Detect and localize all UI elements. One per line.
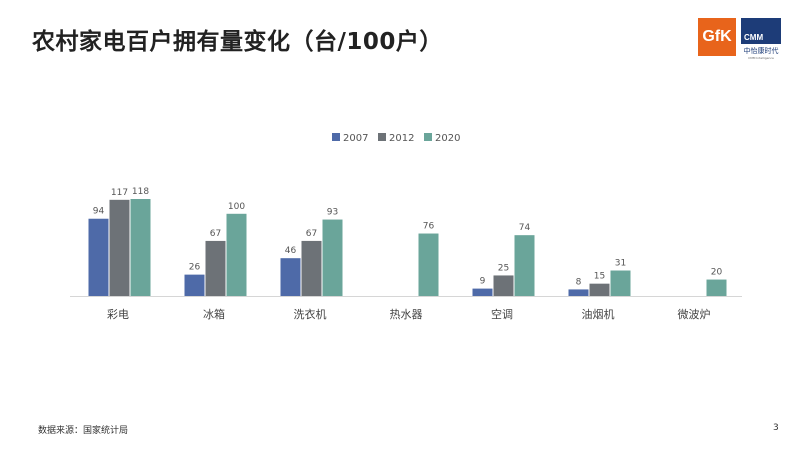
cmm-logo-chinese: 中怡康时代	[743, 47, 779, 55]
bar-2012-油烟机	[589, 283, 610, 296]
x-tick-label-油烟机: 油烟机	[582, 307, 615, 321]
data-label-2020-彩电: 118	[132, 187, 149, 197]
gfk-logo-text: GfK	[702, 28, 732, 45]
data-label-2020-油烟机: 31	[615, 259, 626, 269]
x-tick-label-洗衣机: 洗衣机	[294, 307, 327, 321]
data-label-2020-冰箱: 100	[228, 202, 245, 212]
legend-swatch-2012	[378, 133, 386, 141]
data-label-2012-洗衣机: 67	[306, 229, 317, 239]
bar-2007-空调	[472, 288, 493, 296]
data-label-2020-洗衣机: 93	[327, 208, 338, 218]
data-label-2012-空调: 25	[498, 263, 509, 273]
data-label-2007-洗衣机: 46	[285, 246, 297, 256]
legend-label-2007: 2007	[343, 133, 368, 144]
legend-swatch-2007	[332, 133, 340, 141]
bar-2012-洗衣机	[301, 240, 322, 296]
legend-label-2020: 2020	[435, 133, 460, 144]
x-tick-label-微波炉: 微波炉	[678, 307, 711, 321]
x-tick-label-冰箱: 冰箱	[203, 307, 225, 321]
cmm-logo-mark: CMM	[741, 18, 781, 44]
data-label-2012-冰箱: 67	[210, 229, 221, 239]
cmm-logo-english: CMM Intelligence	[748, 56, 774, 60]
data-label-2007-冰箱: 26	[189, 263, 201, 273]
bar-2020-冰箱	[226, 213, 247, 296]
bar-2020-洗衣机	[322, 219, 343, 296]
bar-2007-彩电	[88, 218, 109, 296]
bar-2020-空调	[514, 235, 535, 296]
bar-2007-冰箱	[184, 274, 205, 296]
x-tick-label-空调: 空调	[491, 307, 513, 321]
page-title: 农村家电百户拥有量变化（台/100户）	[32, 29, 443, 55]
bar-2012-彩电	[109, 199, 130, 296]
data-label-2020-热水器: 76	[423, 222, 435, 232]
bar-2020-彩电	[130, 199, 151, 296]
gfk-logo: GfK	[698, 18, 736, 56]
bar-2012-冰箱	[205, 240, 226, 296]
data-label-2020-微波炉: 20	[711, 268, 723, 278]
bar-2012-空调	[493, 275, 514, 296]
data-source-note: 数据来源：国家统计局	[38, 426, 129, 436]
data-label-2012-油烟机: 15	[594, 272, 605, 282]
data-label-2007-空调: 9	[480, 277, 486, 287]
logo-group: GfK CMM 中怡康时代 CMM Intelligence	[698, 18, 782, 60]
bar-2007-油烟机	[568, 289, 589, 296]
data-label-2020-空调: 74	[519, 223, 531, 233]
data-label-2012-彩电: 117	[111, 188, 128, 198]
bar-2020-油烟机	[610, 270, 631, 296]
legend-label-2012: 2012	[389, 133, 414, 144]
data-label-2007-油烟机: 8	[576, 277, 582, 287]
bar-2007-洗衣机	[280, 258, 301, 296]
legend-swatch-2020	[424, 133, 432, 141]
page-number: 3	[773, 423, 779, 433]
x-tick-label-彩电: 彩电	[107, 308, 129, 321]
x-tick-label-热水器: 热水器	[390, 308, 423, 321]
data-label-2007-彩电: 94	[93, 207, 105, 217]
bar-2020-微波炉	[706, 279, 727, 296]
cmm-logo: CMM 中怡康时代 CMM Intelligence	[740, 18, 782, 60]
bar-2020-热水器	[418, 233, 439, 296]
cmm-logo-text: CMM	[744, 33, 764, 42]
